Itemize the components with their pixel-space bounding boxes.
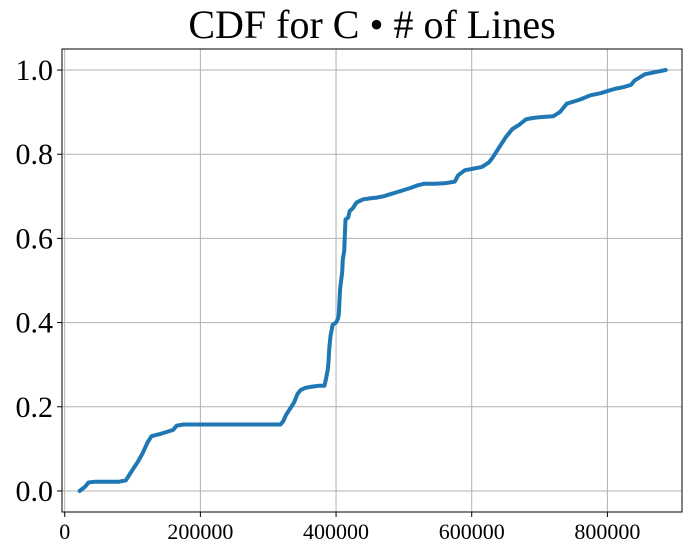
- y-tick-label: 0.2: [16, 391, 54, 424]
- x-tick-label: 0: [59, 519, 70, 544]
- y-tick-label: 0.6: [16, 222, 54, 255]
- y-axis-ticks: 0.0 0.2 0.4 0.6 0.8 1.0: [16, 54, 62, 508]
- x-axis-ticks: 0 200000 400000 600000 800000: [59, 512, 640, 544]
- x-tick-label: 600000: [439, 519, 505, 544]
- x-tick-label: 800000: [574, 519, 640, 544]
- x-tick-label: 400000: [303, 519, 369, 544]
- cdf-series-line: [77, 68, 668, 493]
- x-tick-label: 200000: [167, 519, 233, 544]
- y-tick-label: 0.8: [16, 138, 54, 171]
- plot-area-frame: [61, 48, 683, 513]
- y-tick-label: 1.0: [16, 54, 54, 87]
- chart-title: CDF for C • # of Lines: [188, 2, 555, 47]
- y-tick-label: 0.0: [16, 475, 54, 508]
- grid-lines: [62, 49, 682, 512]
- y-tick-label: 0.4: [16, 307, 54, 340]
